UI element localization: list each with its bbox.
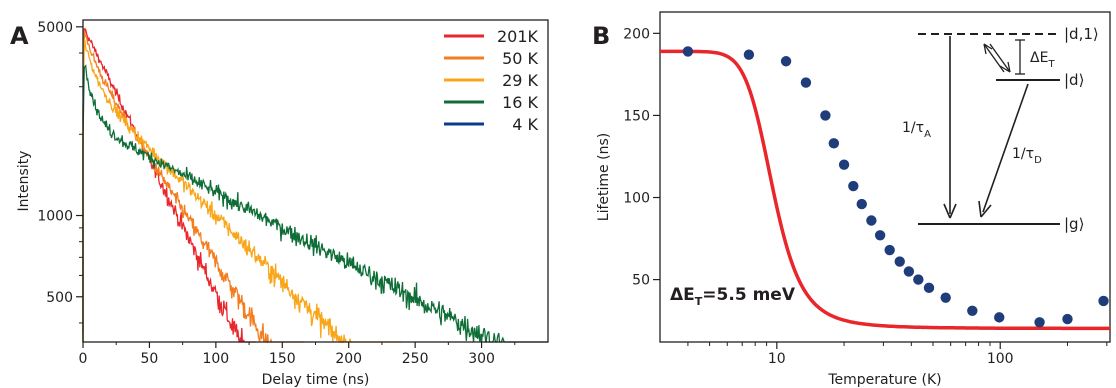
rate-a-label: 1/τA	[902, 120, 931, 140]
trace-1	[82, 29, 305, 344]
trace-0	[82, 27, 256, 343]
data-point	[967, 305, 978, 317]
data-point	[884, 244, 895, 256]
fit-curve	[660, 49, 1110, 331]
exchange-arrowhead	[983, 43, 1011, 73]
x-axis-ticks: 10 100	[687, 342, 1108, 367]
data-point	[994, 312, 1005, 323]
panel-b-lifetime-chart: B 10 100 50 100 150 200 Temperature (K) Life…	[592, 11, 1111, 388]
level-d1-label: |d,1⟩	[1064, 25, 1099, 43]
legend-label: 16 K	[502, 93, 538, 112]
exchange-arrow	[983, 43, 1011, 73]
rate-a-arrowhead	[943, 203, 957, 219]
rate-d-arrowhead	[978, 200, 992, 218]
data-point	[866, 215, 877, 226]
rate-d-label: 1/τD	[1012, 146, 1042, 166]
energy-gap-annotation: ΔET=5.5 meV	[670, 285, 796, 308]
y-tick-label: 100	[623, 191, 650, 207]
y-tick-label: 500	[46, 290, 73, 306]
level-d-label: |d⟩	[1064, 71, 1084, 89]
x-tick-label: 150	[269, 351, 296, 367]
data-point	[743, 49, 755, 60]
data-point	[1062, 313, 1073, 325]
y-tick-label: 1000	[37, 209, 73, 225]
panel-a-decay-chart: A 0 50 100 150 200 250 300 500 1000 5000 Delay t…	[10, 19, 549, 388]
y-axis-ticks: 500 1000 5000	[37, 20, 83, 324]
decay-traces	[82, 27, 548, 344]
panel-a-letter: A	[10, 22, 29, 50]
data-point	[1034, 317, 1045, 328]
level-g-label: |g⟩	[1064, 215, 1084, 233]
data-point	[780, 56, 792, 67]
data-point	[820, 110, 831, 121]
y-tick-label: 5000	[37, 20, 73, 36]
y-tick-label: 50	[632, 273, 650, 289]
data-point	[800, 77, 812, 88]
y-tick-label: 200	[623, 26, 650, 42]
data-point	[838, 159, 850, 170]
data-point	[848, 180, 859, 192]
x-axis-ticks: 0 50 100 150 200 250 300	[79, 342, 516, 367]
legend-label: 4 K	[512, 115, 538, 134]
data-point	[903, 266, 915, 277]
panel-a-plot-frame	[82, 19, 549, 343]
y-axis-label: Intensity	[16, 151, 32, 212]
y-axis-ticks: 50 100 150 200	[623, 26, 660, 289]
data-point	[682, 46, 694, 57]
x-tick-label: 250	[402, 351, 429, 367]
rate-d-arrow	[982, 83, 1029, 213]
x-tick-label: 200	[335, 351, 362, 367]
legend-label: 29 K	[502, 71, 538, 90]
x-tick-label: 300	[468, 351, 495, 367]
data-point	[940, 292, 951, 303]
trace-3	[82, 64, 548, 343]
y-tick-label: 150	[623, 108, 650, 124]
data-point	[828, 138, 840, 149]
lifetime-points	[682, 46, 1109, 328]
y-axis-label: Lifetime (ns)	[596, 133, 612, 221]
x-tick-label: 0	[79, 351, 88, 367]
energy-level-diagram: |d,1⟩ |d⟩ |g⟩ ΔET 1/τA 1/τD	[902, 25, 1099, 233]
x-tick-label: 50	[141, 351, 159, 367]
legend: 201K 50 K 29 K 16 K 4 K	[444, 27, 539, 134]
data-point	[874, 230, 886, 241]
legend-label: 201K	[497, 27, 539, 46]
x-axis-label: Temperature (K)	[827, 372, 941, 388]
data-point	[923, 282, 935, 294]
legend-label: 50 K	[502, 49, 538, 68]
panel-b-plot-frame	[659, 11, 1111, 343]
x-axis-label: Delay time (ns)	[262, 372, 370, 388]
x-tick-label: 100	[987, 351, 1014, 367]
data-point	[913, 274, 924, 285]
x-tick-label: 10	[768, 351, 786, 367]
panel-b-letter: B	[592, 22, 610, 50]
x-tick-label: 100	[202, 351, 229, 367]
gap-label: ΔET	[1030, 50, 1055, 70]
data-point	[894, 256, 905, 267]
data-point	[856, 198, 867, 210]
data-point	[1098, 295, 1109, 307]
